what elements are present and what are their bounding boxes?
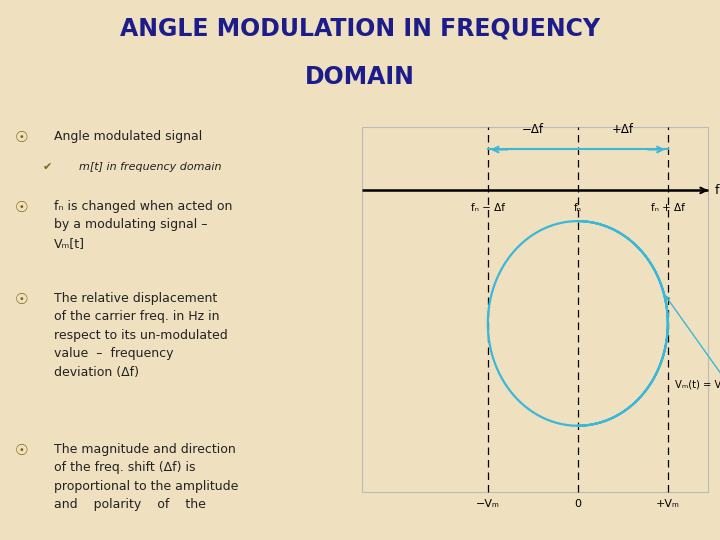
- Text: ANGLE MODULATION IN FREQUENCY: ANGLE MODULATION IN FREQUENCY: [120, 16, 600, 40]
- Text: fₙ + Δf: fₙ + Δf: [651, 202, 685, 213]
- Text: fₙ is changed when acted on
by a modulating signal –
Vₘ[t]: fₙ is changed when acted on by a modulat…: [54, 200, 233, 250]
- Text: −Vₘ: −Vₘ: [476, 500, 500, 509]
- Text: m[t] in frequency domain: m[t] in frequency domain: [79, 162, 222, 172]
- Text: ☉: ☉: [14, 292, 28, 307]
- Text: ☉: ☉: [14, 200, 28, 215]
- Text: The magnitude and direction
of the freq. shift (Δf) is
proportional to the ampli: The magnitude and direction of the freq.…: [54, 443, 238, 511]
- Text: DOMAIN: DOMAIN: [305, 65, 415, 89]
- Text: The relative displacement
of the carrier freq. in Hz in
respect to its un-modula: The relative displacement of the carrier…: [54, 292, 228, 379]
- Text: Vₘ(t) = Vₘ sin (2πfₘt): Vₘ(t) = Vₘ sin (2πfₘt): [666, 296, 720, 390]
- Text: −Δf: −Δf: [522, 123, 544, 136]
- Text: Angle modulated signal: Angle modulated signal: [54, 130, 202, 143]
- Text: ✔: ✔: [43, 162, 53, 172]
- Text: 0: 0: [575, 500, 581, 509]
- Text: +Δf: +Δf: [612, 123, 634, 136]
- Text: ☉: ☉: [14, 130, 28, 145]
- Text: fₙ − Δf: fₙ − Δf: [471, 202, 505, 213]
- Text: f: f: [714, 184, 719, 197]
- Text: +Vₘ: +Vₘ: [656, 500, 680, 509]
- Text: fₙ: fₙ: [574, 202, 582, 213]
- Text: ☉: ☉: [14, 443, 28, 458]
